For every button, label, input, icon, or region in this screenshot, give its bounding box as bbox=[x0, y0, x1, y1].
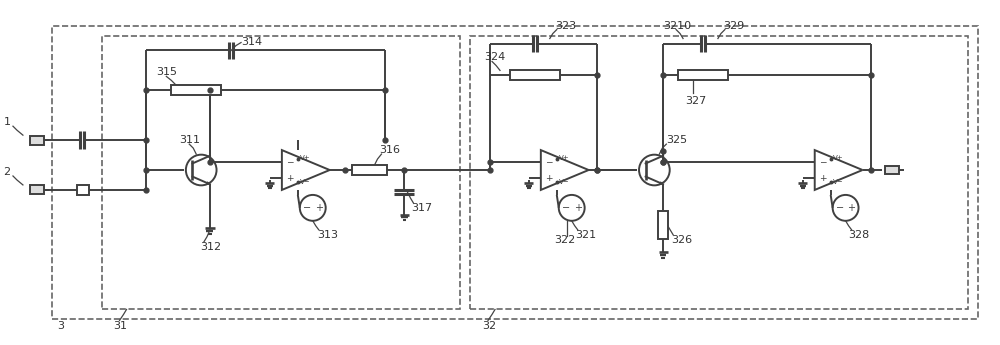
Bar bbox=[470, 36, 968, 309]
Bar bbox=[30, 136, 44, 145]
Text: 321: 321 bbox=[575, 230, 596, 240]
Text: V+: V+ bbox=[559, 155, 569, 161]
Text: +: + bbox=[545, 174, 552, 183]
Text: 314: 314 bbox=[241, 37, 262, 47]
Text: −: − bbox=[819, 157, 826, 166]
Text: V−: V− bbox=[833, 179, 843, 185]
Bar bbox=[510, 70, 560, 80]
Text: 322: 322 bbox=[554, 235, 575, 245]
Text: 32: 32 bbox=[482, 322, 496, 332]
Text: 315: 315 bbox=[156, 67, 177, 77]
Text: 324: 324 bbox=[484, 52, 505, 62]
Bar bbox=[352, 165, 387, 175]
Text: 329: 329 bbox=[723, 21, 744, 31]
Text: 311: 311 bbox=[179, 135, 200, 145]
Text: +: + bbox=[847, 203, 855, 213]
Text: 1: 1 bbox=[3, 117, 10, 127]
Text: 327: 327 bbox=[685, 96, 706, 106]
Text: V+: V+ bbox=[300, 155, 310, 161]
Text: −: − bbox=[562, 203, 570, 213]
Text: 313: 313 bbox=[317, 230, 338, 240]
Bar bbox=[678, 70, 728, 80]
Text: 323: 323 bbox=[555, 21, 576, 31]
Text: +: + bbox=[286, 174, 293, 183]
Text: 31: 31 bbox=[114, 322, 128, 332]
Text: 328: 328 bbox=[849, 230, 870, 240]
Text: −: − bbox=[545, 157, 552, 166]
Polygon shape bbox=[660, 182, 663, 184]
Text: V+: V+ bbox=[833, 155, 843, 161]
Text: +: + bbox=[315, 203, 323, 213]
Text: 312: 312 bbox=[200, 242, 221, 252]
Text: 2: 2 bbox=[3, 167, 11, 177]
Bar bbox=[102, 36, 460, 309]
Text: 326: 326 bbox=[671, 235, 692, 245]
Text: −: − bbox=[286, 157, 293, 166]
Text: V−: V− bbox=[300, 179, 310, 185]
Text: V−: V− bbox=[559, 179, 569, 185]
Text: +: + bbox=[819, 174, 826, 183]
Text: 3: 3 bbox=[57, 322, 64, 332]
Polygon shape bbox=[206, 182, 210, 184]
Bar bbox=[30, 186, 44, 195]
Text: −: − bbox=[836, 203, 844, 213]
Text: 317: 317 bbox=[411, 203, 432, 213]
Bar bbox=[885, 166, 899, 175]
Bar bbox=[52, 26, 978, 319]
Text: 3210: 3210 bbox=[663, 21, 691, 31]
Text: +: + bbox=[574, 203, 582, 213]
Bar bbox=[171, 85, 221, 95]
Bar bbox=[77, 185, 89, 195]
Text: 316: 316 bbox=[379, 145, 400, 155]
Bar bbox=[658, 211, 668, 239]
Text: 325: 325 bbox=[666, 135, 687, 145]
Text: −: − bbox=[303, 203, 311, 213]
